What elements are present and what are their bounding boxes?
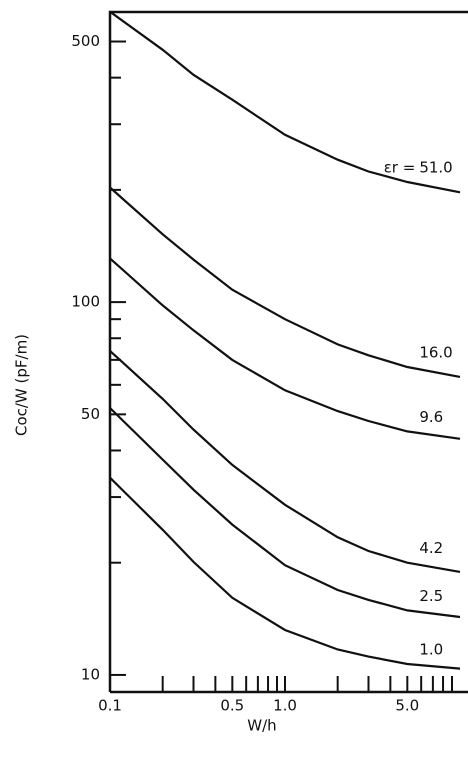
curve-label: 51.0: [419, 158, 452, 176]
curve-label: 1.0: [419, 640, 443, 658]
x-tick-label: 1.0: [273, 697, 297, 715]
curve: [109, 10, 461, 194]
y-tick-label: 500: [71, 32, 100, 50]
curve-label-prefix: εr =: [384, 158, 416, 176]
x-axis-label: W/h: [247, 717, 276, 735]
curve: [109, 350, 461, 573]
x-tick-label: 0.5: [220, 697, 244, 715]
y-tick-label: 50: [81, 405, 100, 423]
curve-label: 9.6: [419, 408, 443, 426]
curve: [109, 186, 461, 378]
curve: [109, 257, 461, 440]
curve: [109, 476, 461, 670]
curve-label: 16.0: [419, 343, 452, 361]
x-tick-label: 5.0: [395, 697, 419, 715]
y-tick-label: 10: [81, 665, 100, 683]
y-tick-label: 100: [71, 293, 100, 311]
x-tick-label: 0.1: [98, 697, 122, 715]
curve-label: 4.2: [419, 539, 443, 557]
y-axis-label: Coc/W (pF/m): [13, 334, 31, 436]
curve-label: 2.5: [419, 587, 443, 605]
curve: [109, 407, 461, 619]
axis-frame: [108, 10, 468, 694]
